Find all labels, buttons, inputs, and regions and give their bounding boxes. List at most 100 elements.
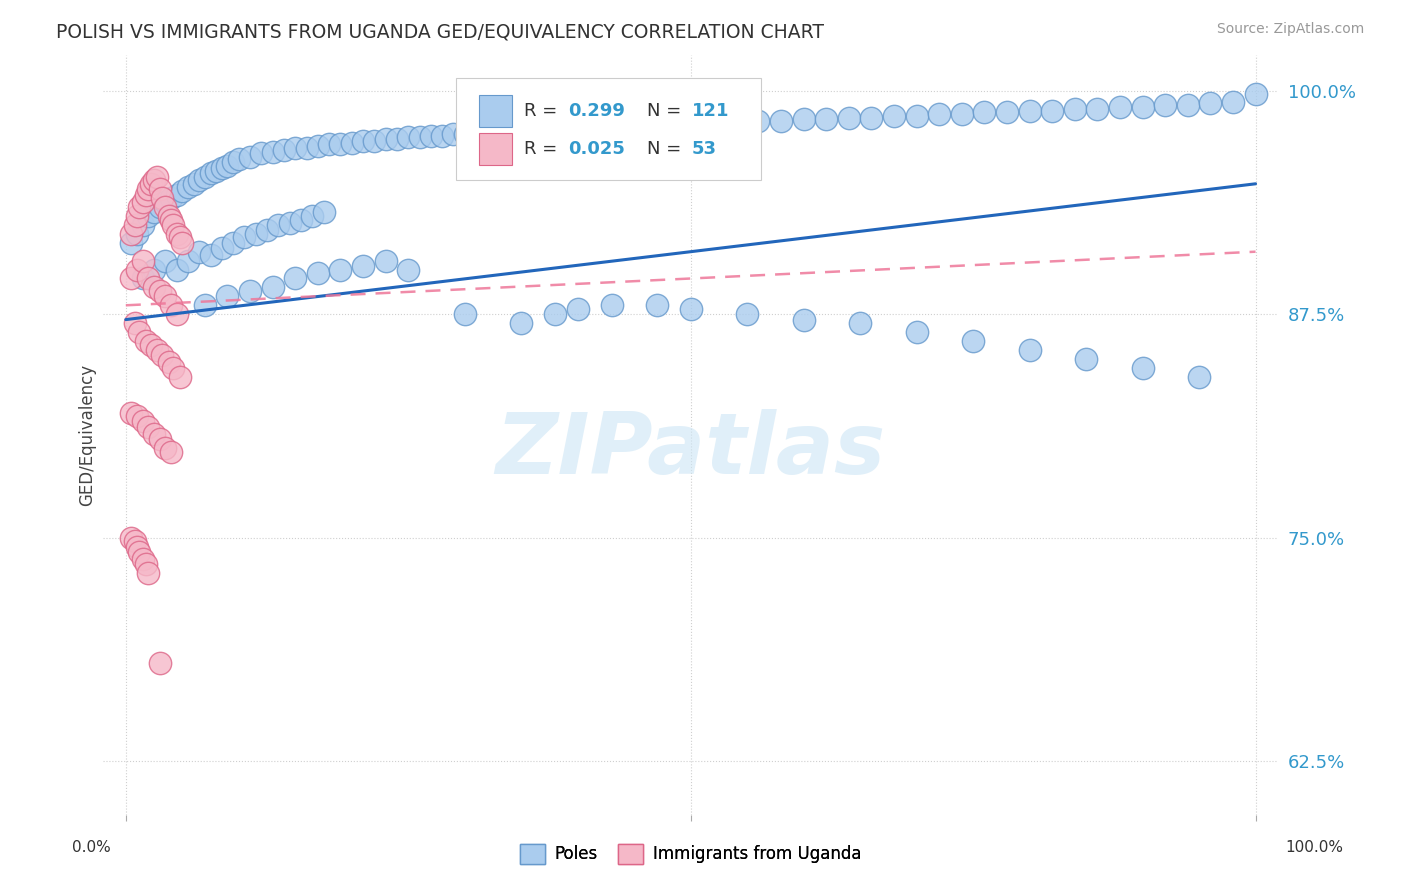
Text: 100.0%: 100.0% [1285, 840, 1344, 855]
Point [143, 426, 166, 441]
Point [149, 656, 172, 670]
Point [702, 116, 724, 130]
Point [132, 414, 155, 428]
Point [200, 248, 222, 262]
Point [262, 280, 284, 294]
Point [1085, 102, 1108, 116]
Point [973, 105, 995, 120]
Point [127, 227, 149, 241]
Point [139, 177, 162, 191]
Text: N =: N = [647, 103, 688, 120]
Point [120, 531, 142, 545]
Point [905, 325, 928, 339]
Point [1177, 98, 1199, 112]
Point [120, 405, 142, 419]
Point [1018, 103, 1040, 118]
Point [363, 134, 385, 148]
Point [1132, 360, 1154, 375]
Point [166, 307, 188, 321]
Point [273, 143, 295, 157]
Point [127, 540, 149, 554]
Point [120, 235, 142, 250]
Point [132, 194, 155, 209]
Point [211, 161, 233, 175]
Point [793, 312, 815, 326]
Point [262, 145, 284, 159]
Point [1063, 102, 1085, 116]
Point [139, 337, 162, 351]
Point [143, 205, 166, 219]
Point [143, 262, 166, 277]
Text: Source: ZipAtlas.com: Source: ZipAtlas.com [1216, 22, 1364, 37]
Point [138, 566, 160, 581]
Point [290, 212, 312, 227]
Point [239, 284, 262, 298]
Point [135, 187, 157, 202]
Point [160, 212, 183, 227]
Point [1188, 369, 1211, 384]
Point [454, 307, 477, 321]
Point [905, 109, 928, 123]
Point [250, 146, 273, 161]
Point [267, 218, 290, 232]
Point [160, 298, 183, 312]
Point [793, 112, 815, 127]
Point [408, 130, 430, 145]
Point [135, 558, 157, 572]
Point [301, 209, 323, 223]
Y-axis label: GED/Equivalency: GED/Equivalency [79, 364, 96, 506]
Point [245, 227, 267, 241]
Point [166, 262, 188, 277]
Point [1040, 103, 1063, 118]
Point [149, 182, 172, 196]
Point [124, 218, 146, 232]
Point [132, 253, 155, 268]
Point [157, 209, 180, 223]
Point [352, 134, 374, 148]
Point [127, 262, 149, 277]
Point [441, 127, 464, 141]
Point [1154, 98, 1177, 112]
Point [430, 128, 453, 143]
Point [928, 107, 950, 121]
Point [724, 116, 747, 130]
Point [544, 307, 567, 321]
Point [1132, 100, 1154, 114]
Point [149, 433, 172, 447]
Point [239, 150, 262, 164]
Point [747, 114, 769, 128]
Point [962, 334, 984, 348]
Point [612, 120, 634, 134]
Point [815, 112, 838, 127]
Point [162, 360, 184, 375]
Point [162, 218, 184, 232]
Point [679, 301, 702, 316]
Text: 0.025: 0.025 [568, 140, 626, 158]
Point [132, 552, 155, 566]
Text: 0.299: 0.299 [568, 103, 626, 120]
Point [329, 262, 352, 277]
Point [157, 355, 180, 369]
Point [657, 118, 679, 132]
FancyBboxPatch shape [479, 95, 512, 128]
Point [385, 132, 408, 146]
Point [312, 205, 335, 219]
Point [222, 235, 245, 250]
Point [188, 173, 211, 187]
Point [132, 218, 155, 232]
Point [172, 184, 194, 198]
Point [138, 182, 160, 196]
Point [374, 253, 396, 268]
Point [128, 545, 150, 559]
Point [838, 111, 860, 125]
Point [679, 118, 702, 132]
Point [374, 132, 396, 146]
Point [634, 120, 657, 134]
Point [770, 114, 793, 128]
Point [160, 445, 183, 459]
Point [1244, 87, 1267, 102]
Point [950, 107, 973, 121]
Point [1222, 95, 1244, 109]
Text: ZIPatlas: ZIPatlas [495, 409, 886, 491]
Point [600, 298, 623, 312]
